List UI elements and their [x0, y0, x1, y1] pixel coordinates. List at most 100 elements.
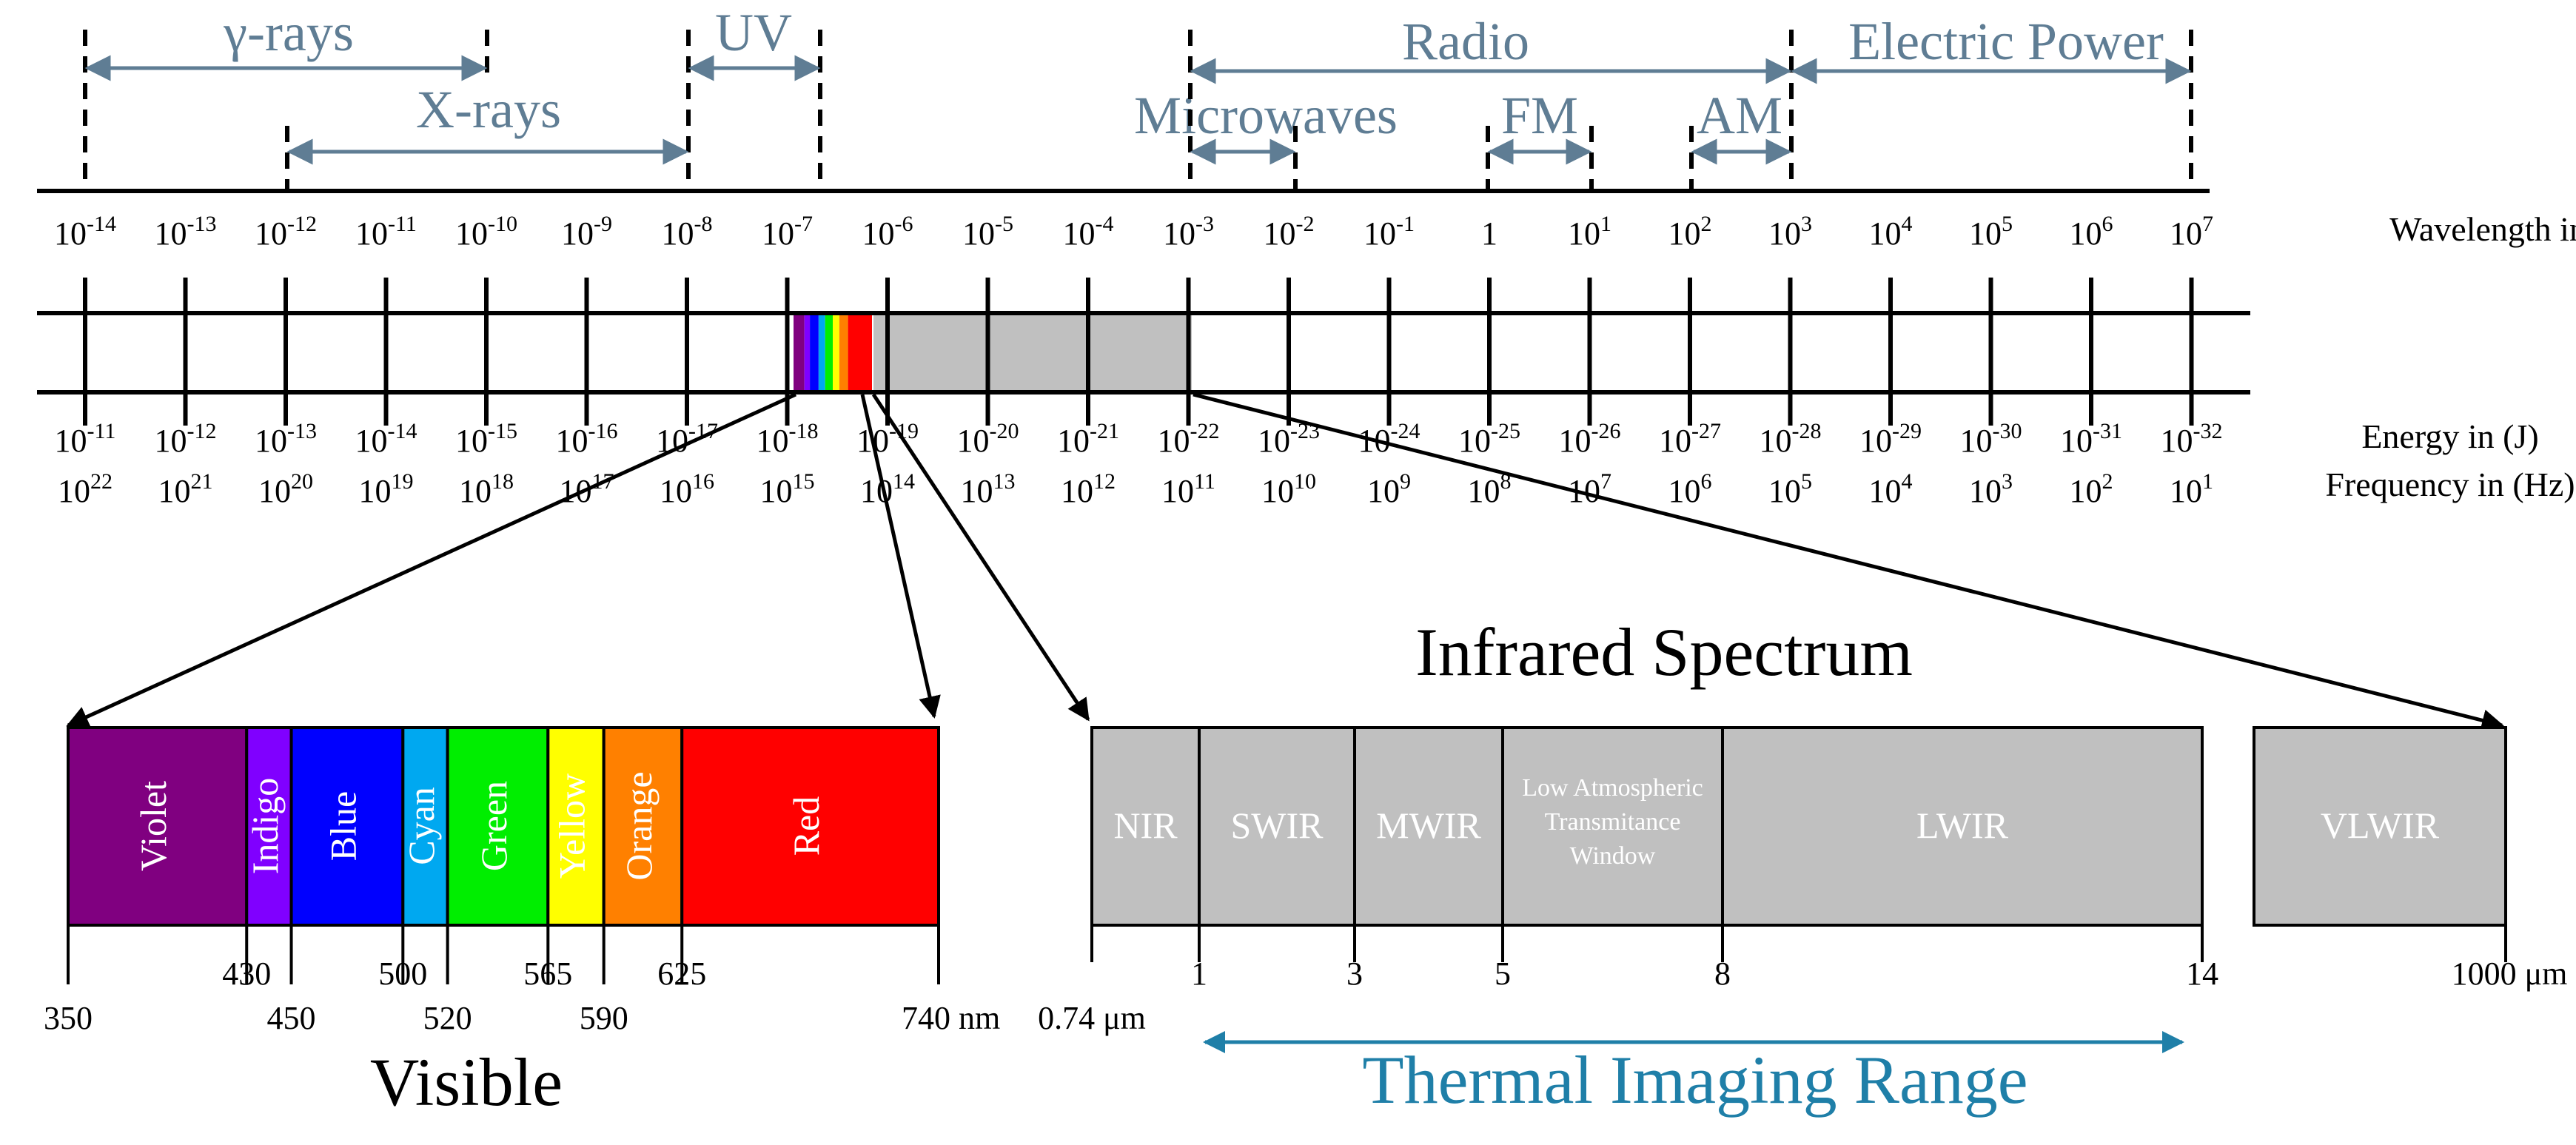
ir-band-label: SWIR	[1231, 805, 1324, 846]
frequency-tick-label: 1012	[1061, 469, 1116, 509]
ir-band	[1090, 726, 1201, 927]
visible-band-label: Blue	[322, 791, 363, 861]
wavelength-tick-label: 10-14	[54, 212, 116, 252]
energy-tick-label: 10-16	[556, 419, 618, 459]
visible-band-label: Red	[785, 796, 827, 856]
mini-visible-band	[825, 313, 833, 392]
visible-tick-label: 520	[423, 1000, 472, 1036]
energy-tick-label: 10-20	[957, 419, 1019, 459]
ir-tick-label: 0.74 μm	[1038, 1000, 1146, 1036]
wavelength-tick-label: 10-7	[762, 212, 813, 252]
frequency-tick-label: 102	[2070, 469, 2113, 509]
visible-band-violet	[67, 726, 249, 927]
infrared-title: Infrared Spectrum	[1415, 614, 1913, 690]
frequency-title: Frequency in (Hz)	[2325, 466, 2575, 503]
frequency-tick-label: 1011	[1161, 469, 1215, 509]
mini-visible-band	[794, 313, 805, 392]
band-label-fm: FM	[1501, 86, 1578, 145]
energy-tick-label: 10-22	[1158, 419, 1220, 459]
band-label-x-rays: X-rays	[416, 80, 561, 139]
visible-tick-label: 740 nm	[902, 1000, 1000, 1036]
wavelength-tick-label: 107	[2170, 212, 2213, 252]
mini-visible-band	[804, 313, 811, 392]
wavelength-tick-label: 104	[1869, 212, 1913, 252]
ir-tick-label: 1	[1191, 956, 1207, 992]
visible-band-label: Orange	[618, 771, 660, 880]
mini-visible-band	[833, 313, 839, 392]
energy-tick-label: 10-30	[1960, 419, 2022, 459]
visible-tick-label: 430	[222, 956, 271, 992]
ir-band-vlwir	[2253, 726, 2507, 927]
band-am: AM	[1697, 86, 1782, 145]
mini-visible-band	[848, 313, 872, 392]
visible-tick-label: 625	[657, 956, 706, 992]
frequency-tick-label: 1016	[660, 469, 714, 509]
mini-visible-band	[818, 313, 825, 392]
energy-tick-label: 10-11	[55, 419, 116, 459]
energy-tick-label: 10-31	[2060, 419, 2122, 459]
energy-tick-label: 10-25	[1458, 419, 1520, 459]
wavelength-tick-label: 10-5	[962, 212, 1013, 252]
infrared-scale: 0.74 μm 1 3 5 8 14 1000 μm	[1038, 925, 2567, 1036]
frequency-tick-label: 1020	[258, 469, 313, 509]
wavelength-tick-label: 101	[1568, 212, 1611, 252]
energy-tick-label: 10-13	[255, 419, 317, 459]
frequency-tick-label: 104	[1869, 469, 1913, 509]
energy-tick-label: 10-21	[1057, 419, 1119, 459]
wavelength-title: Wavelength in (m)	[2389, 210, 2576, 248]
wavelength-tick-label: 10-8	[662, 212, 713, 252]
wavelength-tick-label: 102	[1668, 212, 1712, 252]
frequency-tick-label: 1019	[359, 469, 414, 509]
wavelength-tick-label: 10-10	[455, 212, 517, 252]
ir-band-label-vlwir: VLWIR	[2321, 805, 2440, 846]
wavelength-scale: 10-14 10-13 10-12 10-11 10-10 10-9 10-8 10-7 10-…	[54, 212, 2213, 252]
visible-tick-label: 450	[267, 1000, 316, 1036]
ir-tick-label: 8	[1714, 956, 1731, 992]
band-arrows	[84, 55, 2192, 165]
frequency-tick-label: 1015	[760, 469, 815, 509]
visible-tick-label: 565	[523, 956, 572, 992]
band-uv: UV	[715, 3, 792, 62]
band-label-electric-power: Electric Power	[1848, 12, 2164, 71]
frequency-tick-label: 109	[1367, 469, 1411, 509]
ir-band-label: Low Atmospheric Transmitance Window	[1522, 774, 1703, 870]
frequency-tick-label: 1010	[1261, 469, 1316, 509]
wavelength-tick-label: 105	[1969, 212, 2013, 252]
frequency-tick-label: 101	[2170, 469, 2213, 509]
visible-tick-label: 350	[44, 1000, 93, 1036]
visible-spectrum: Violet Indigo Blue Cyan Green Yellow Orange Red	[67, 726, 940, 927]
energy-tick-label: 10-15	[455, 419, 517, 459]
visible-band-green	[446, 726, 550, 927]
energy-tick-label: 10-19	[856, 419, 919, 459]
ir-band-label: NIR	[1113, 805, 1178, 846]
visible-band-label: Indigo	[244, 778, 286, 875]
band-microwaves: Microwaves	[1134, 86, 1398, 145]
band-x-rays: X-rays	[416, 80, 561, 139]
frequency-tick-label: 1021	[158, 469, 213, 509]
band-gamma-rays: γ-rays	[223, 3, 354, 62]
frequency-tick-label: 1013	[961, 469, 1016, 509]
frequency-tick-label: 105	[1768, 469, 1812, 509]
band-label-uv: UV	[715, 3, 792, 62]
band-label-gamma-rays: γ-rays	[223, 3, 354, 62]
band-radio: Radio	[1402, 12, 1529, 71]
visible-band-label: Yellow	[551, 773, 592, 879]
energy-tick-label: 10-27	[1659, 419, 1721, 459]
energy-tick-label: 10-14	[355, 419, 417, 459]
visible-region-highlight	[794, 313, 872, 392]
visible-band-label: Cyan	[400, 787, 442, 865]
frequency-tick-label: 1022	[58, 469, 113, 509]
frequency-tick-label: 108	[1468, 469, 1512, 509]
visible-band-red	[680, 726, 940, 927]
ir-band-label: MWIR	[1376, 805, 1481, 846]
visible-zoom-arrow-left	[66, 392, 797, 728]
energy-tick-label: 10-12	[155, 419, 217, 459]
infrared-region-highlight	[873, 313, 1192, 392]
ir-band	[1353, 726, 1504, 927]
infrared-spectrum: NIR SWIR MWIR Low Atmospheric Transmitance Wi…	[1090, 726, 2507, 927]
wavelength-tick-label: 10-2	[1264, 212, 1315, 252]
visible-band-orange	[602, 726, 684, 927]
frequency-tick-label: 106	[1668, 469, 1712, 509]
ir-tick-label: 1000 μm	[2452, 956, 2568, 992]
